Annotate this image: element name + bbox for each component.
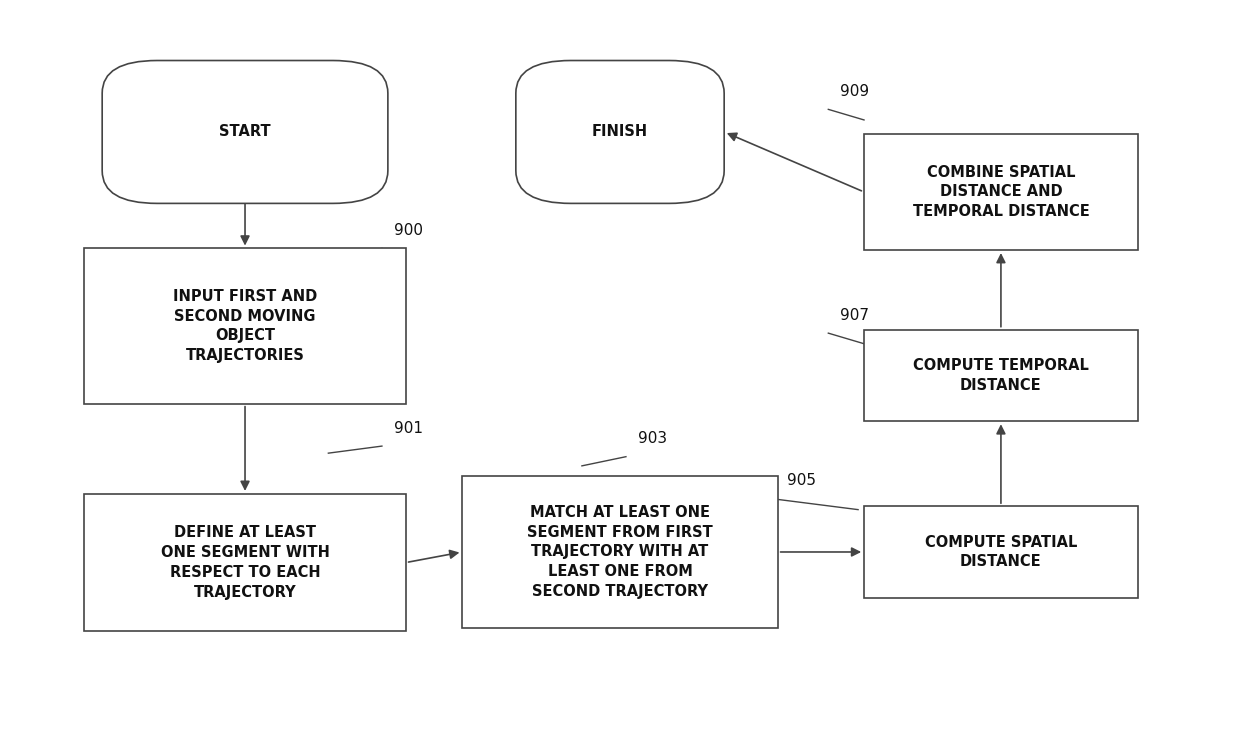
Text: DEFINE AT LEAST
ONE SEGMENT WITH
RESPECT TO EACH
TRAJECTORY: DEFINE AT LEAST ONE SEGMENT WITH RESPECT… — [161, 526, 330, 600]
Text: COMPUTE TEMPORAL
DISTANCE: COMPUTE TEMPORAL DISTANCE — [913, 358, 1089, 393]
Text: FINISH: FINISH — [591, 125, 649, 140]
Bar — [84, 493, 405, 632]
Text: 905: 905 — [786, 473, 816, 488]
Text: COMBINE SPATIAL
DISTANCE AND
TEMPORAL DISTANCE: COMBINE SPATIAL DISTANCE AND TEMPORAL DI… — [913, 164, 1089, 219]
Text: MATCH AT LEAST ONE
SEGMENT FROM FIRST
TRAJECTORY WITH AT
LEAST ONE FROM
SECOND T: MATCH AT LEAST ONE SEGMENT FROM FIRST TR… — [527, 505, 713, 599]
Text: START: START — [219, 125, 270, 140]
FancyBboxPatch shape — [516, 61, 724, 204]
Bar — [463, 476, 777, 628]
Bar — [84, 249, 405, 404]
Text: 901: 901 — [394, 421, 423, 436]
Text: 903: 903 — [637, 431, 667, 446]
Text: COMPUTE SPATIAL
DISTANCE: COMPUTE SPATIAL DISTANCE — [925, 535, 1078, 569]
Bar — [864, 134, 1138, 250]
Text: 909: 909 — [841, 84, 869, 99]
Text: 907: 907 — [841, 308, 869, 322]
Text: INPUT FIRST AND
SECOND MOVING
OBJECT
TRAJECTORIES: INPUT FIRST AND SECOND MOVING OBJECT TRA… — [172, 289, 317, 363]
Bar — [864, 506, 1138, 598]
Text: 900: 900 — [394, 223, 423, 238]
FancyBboxPatch shape — [102, 61, 388, 204]
Bar — [864, 330, 1138, 421]
